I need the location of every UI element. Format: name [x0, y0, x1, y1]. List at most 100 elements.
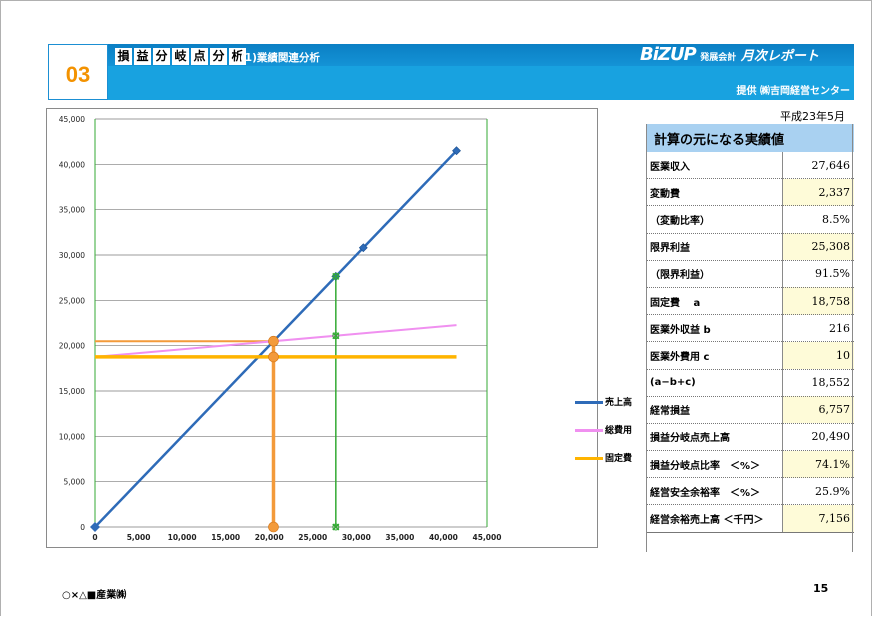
table-row: （限界利益） 91.5% [646, 260, 854, 288]
annotation-point [332, 272, 340, 280]
row-label: 損益分岐点比率 ＜%＞ [646, 450, 783, 479]
provider-label: 提供 ㈱吉岡経営センター [736, 86, 850, 97]
row-value: 20,490 [782, 423, 854, 452]
row-value: 74.1% [782, 450, 854, 479]
y-tick-label: 30,000 [59, 251, 85, 260]
brand-small-text: 発展会計 [700, 53, 737, 63]
legend-label: 総費用 [605, 426, 633, 436]
brand-logo-text: BiZUP [640, 44, 697, 65]
report-date: 平成23年5月 [780, 110, 845, 123]
table-row: （変動比率） 8.5% [646, 205, 854, 234]
row-label: (a−b+c) [646, 369, 783, 397]
y-tick-label: 25,000 [59, 296, 85, 305]
y-tick-label: 0 [80, 523, 85, 532]
row-value: 91.5% [782, 260, 854, 288]
annotation-point [268, 521, 279, 533]
data-point [452, 146, 461, 156]
row-label: （限界利益） [646, 260, 783, 288]
row-label: （変動比率） [646, 205, 783, 234]
x-tick-label: 25,000 [298, 533, 327, 542]
legend-item-total-cost: 総費用 [575, 423, 655, 437]
data-point [358, 243, 368, 253]
row-label: 経営余裕売上高 ＜千円＞ [646, 504, 783, 533]
page-title: 損 益 分 岐 点 分 析 [115, 48, 246, 65]
break-even-chart: 0 5,000 10,000 15,000 20,000 25,000 30,000 35,0… [59, 115, 502, 542]
table-row: 医業収入 27,646 [646, 152, 854, 180]
row-label: 医業外収益 b [646, 314, 783, 343]
chart-container: 0 5,000 10,000 15,000 20,000 25,000 30,000 35,0… [46, 108, 632, 548]
x-tick-label: 30,000 [342, 533, 371, 542]
header-topline [48, 44, 854, 66]
section-number: 03 [48, 44, 108, 100]
x-tick-label: 0 [92, 533, 97, 542]
table-row: 経常損益 6,757 [646, 396, 854, 424]
table-header-row: 計算の元になる実績値 [646, 124, 854, 152]
footer-company: ○×△■産業㈱ [62, 590, 127, 601]
title-char: 点 [191, 48, 208, 65]
title-char: 岐 [172, 48, 189, 65]
y-tick-label: 45,000 [59, 115, 85, 124]
origin-point [90, 522, 100, 532]
row-label: 医業外費用 c [646, 341, 783, 370]
annotation-point [332, 332, 340, 340]
table-row: 変動費 2,337 [646, 178, 854, 207]
annotation-point [332, 523, 340, 531]
brand-logo: BiZUP 発展会計 月次レポート [640, 44, 819, 65]
annotation-point [268, 351, 279, 363]
x-tick-label: 5,000 [127, 533, 151, 542]
y-tick-label: 15,000 [59, 387, 85, 396]
y-tick-label: 40,000 [59, 160, 85, 169]
x-tick-label: 40,000 [429, 533, 458, 542]
row-label: 変動費 [646, 178, 783, 207]
title-char: 損 [115, 48, 132, 65]
legend-item-sales: 売上高 [575, 395, 655, 409]
row-value: 25.9% [782, 477, 854, 506]
x-tick-label: 45,000 [473, 533, 502, 542]
title-char: 析 [229, 48, 246, 65]
row-label: 損益分岐点売上高 [646, 423, 783, 452]
row-value: 7,156 [782, 504, 854, 533]
legend-item-fixed-cost: 固定費 [575, 451, 655, 465]
table-row: 損益分岐点売上高 20,490 [646, 423, 854, 452]
x-tick-label: 15,000 [211, 533, 240, 542]
row-label: 経営安全余裕率 ＜%＞ [646, 477, 783, 506]
row-label: 経常損益 [646, 396, 783, 424]
results-table: 計算の元になる実績値 医業収入 27,646 変動費 2,337 （変動比率） 8.5… [646, 124, 854, 533]
row-value: 2,337 [782, 178, 854, 207]
annotation-point [268, 335, 279, 347]
title-char: 分 [210, 48, 227, 65]
row-label: 医業収入 [646, 152, 783, 180]
row-value: 25,308 [782, 233, 854, 261]
table-row: 経営安全余裕率 ＜%＞ 25.9% [646, 477, 854, 506]
page-number: 15 [813, 582, 829, 595]
y-tick-label: 20,000 [59, 342, 85, 351]
table-row: 経営余裕売上高 ＜千円＞ 7,156 [646, 504, 854, 533]
title-char: 分 [153, 48, 170, 65]
legend-swatch [575, 401, 603, 404]
row-value: 6,757 [782, 396, 854, 424]
row-value: 18,758 [782, 287, 854, 316]
row-label: 限界利益 [646, 233, 783, 261]
brand-report-text: 月次レポート [740, 49, 819, 64]
x-tick-label: 10,000 [168, 533, 197, 542]
row-value: 27,646 [782, 152, 854, 180]
table-row: 医業外収益 b 216 [646, 314, 854, 343]
table-row: 医業外費用 c 10 [646, 341, 854, 370]
legend-swatch [575, 429, 603, 432]
row-value: 216 [782, 314, 854, 343]
table-heading: 計算の元になる実績値 [646, 124, 854, 152]
row-value: 8.5% [782, 205, 854, 234]
row-value: 18,552 [782, 369, 854, 397]
legend-label: 売上高 [605, 398, 633, 408]
y-tick-label: 10,000 [59, 432, 85, 441]
y-tick-label: 35,000 [59, 206, 85, 215]
x-tick-label: 35,000 [385, 533, 414, 542]
legend-label: 固定費 [605, 454, 633, 464]
table-row: (a−b+c) 18,552 [646, 369, 854, 397]
legend-swatch [575, 457, 603, 460]
row-value: 10 [782, 341, 854, 370]
table-row: 限界利益 25,308 [646, 233, 854, 261]
title-char: 益 [134, 48, 151, 65]
table-row: 損益分岐点比率 ＜%＞ 74.1% [646, 450, 854, 479]
page-subtitle: (1)業績関連分析 [240, 52, 320, 64]
